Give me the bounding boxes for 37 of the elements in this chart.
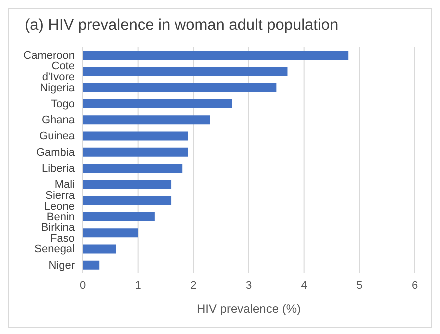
bar <box>83 180 172 190</box>
x-tick-label: 4 <box>301 280 308 292</box>
x-tick-label: 6 <box>412 280 418 292</box>
bar <box>83 260 100 270</box>
bar <box>83 83 277 92</box>
x-axis-title: HIV prevalence (%) <box>196 302 302 316</box>
x-tick-label: 1 <box>135 280 142 292</box>
x-tick-label: 2 <box>190 280 197 292</box>
bar <box>83 228 138 238</box>
bar <box>83 132 188 141</box>
bar <box>83 67 288 76</box>
y-tick-label: Ghana <box>42 114 76 127</box>
y-tick-label: Niger <box>48 260 76 272</box>
x-tick-label: 3 <box>246 280 252 292</box>
y-tick-label: Cote d'Ivore <box>42 60 75 84</box>
y-tick-label: Benin <box>46 211 75 224</box>
bar <box>83 196 172 206</box>
bar <box>83 116 210 125</box>
chart-title: (a) HIV prevalence in woman adult population <box>25 17 339 35</box>
x-tick-label: 0 <box>80 280 86 292</box>
y-tick-label: Nigeria <box>40 82 76 94</box>
bar <box>83 148 188 157</box>
bar <box>83 244 116 254</box>
bar <box>83 51 349 60</box>
y-tick-label: Gambia <box>36 146 76 159</box>
bar <box>83 164 183 173</box>
y-tick-label: Mali <box>54 179 75 192</box>
y-tick-label: Liberia <box>42 162 76 175</box>
bar <box>83 99 232 108</box>
y-tick-label: Birkina Faso <box>41 222 76 246</box>
y-tick-label: Guinea <box>40 130 76 143</box>
y-tick-label: Senegal <box>34 244 75 256</box>
y-tick-label: Togo <box>51 98 75 110</box>
y-tick-label: Sierra Leone <box>44 190 76 213</box>
x-tick-label: 5 <box>356 280 363 292</box>
y-tick-label: Cameroon <box>24 50 75 62</box>
bar <box>83 212 155 222</box>
